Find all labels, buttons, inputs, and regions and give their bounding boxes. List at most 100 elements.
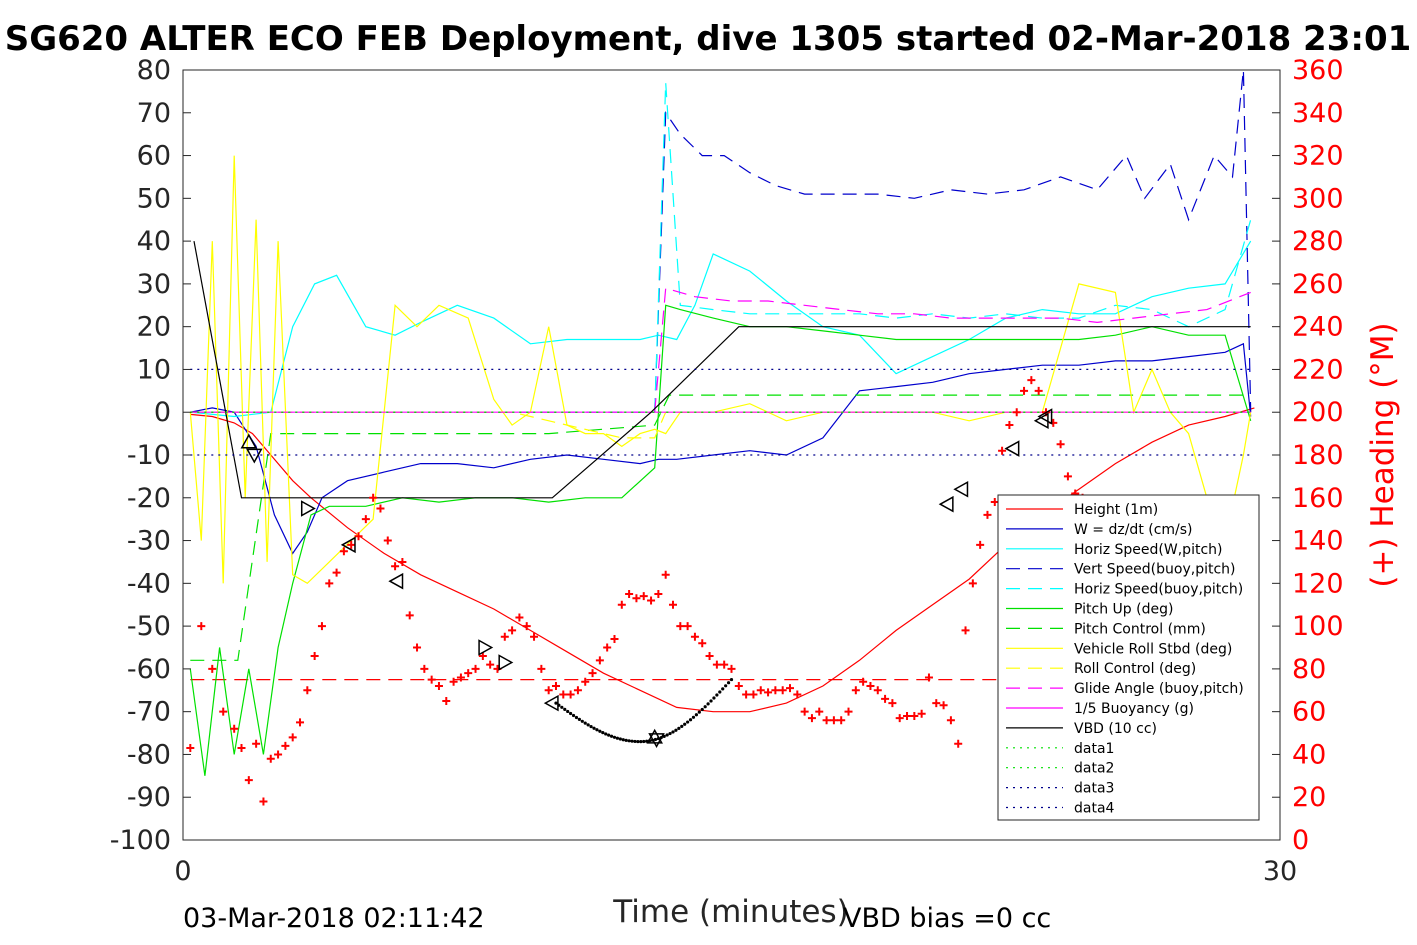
y2-tick-label: 140 [1292, 526, 1344, 557]
heading-band-dot [700, 707, 704, 712]
heading-band-dot [688, 718, 693, 722]
y2-tick-label: 280 [1292, 226, 1344, 257]
heading-point [961, 626, 970, 635]
heading-point [632, 594, 641, 603]
heading-band-dot [691, 715, 696, 719]
triangle-marker [498, 654, 514, 671]
heading-point [544, 686, 553, 695]
heading-band-dot [642, 739, 646, 744]
y2-tick-label: 200 [1292, 397, 1344, 428]
heading-point [888, 699, 897, 708]
triangle-marker [543, 694, 559, 712]
y2-tick-label: 240 [1292, 312, 1344, 343]
y-tick-label: -60 [127, 654, 171, 685]
heading-point [778, 686, 787, 695]
heading-point [1020, 386, 1029, 395]
y-tick-label: 40 [137, 226, 171, 257]
x-tick-label: 0 [174, 856, 191, 887]
legend-label: Height (1m) [1074, 502, 1158, 518]
heading-point [508, 626, 517, 635]
heading-band-dot [574, 715, 579, 720]
triangle-marker [240, 433, 258, 449]
y-tick-label: 0 [154, 397, 171, 428]
heading-band-dot [601, 731, 605, 735]
heading-point [807, 714, 816, 723]
y-tick-label: -70 [127, 697, 171, 728]
heading-band-dot [633, 739, 637, 744]
y2-tick-label: 320 [1292, 141, 1344, 172]
y-tick-label: -50 [127, 611, 171, 642]
heading-point [442, 696, 451, 705]
y-tick-label: -90 [127, 782, 171, 813]
y2-tick-label: 0 [1292, 825, 1309, 856]
y-tick-label: 70 [137, 98, 171, 129]
heading-band-dot [721, 687, 725, 691]
heading-point [325, 579, 334, 588]
heading-point [339, 547, 348, 556]
heading-band-dot [674, 728, 678, 732]
footer-timestamp: 03-Mar-2018 02:11:42 [183, 903, 485, 934]
heading-point [1056, 440, 1065, 449]
heading-point [939, 701, 948, 710]
heading-point [537, 664, 546, 673]
heading-point [639, 592, 648, 601]
legend-label: Glide Angle (buoy,pitch) [1074, 681, 1244, 697]
heading-band-dot [665, 733, 669, 737]
heading-point [551, 682, 560, 690]
heading-point [1005, 421, 1014, 430]
heading-point [369, 493, 378, 502]
heading-band-dot [671, 730, 675, 734]
heading-band-dot [554, 701, 558, 705]
series-line-7 [189, 155, 1252, 585]
heading-band-dot [609, 734, 614, 738]
heading-point [244, 776, 253, 785]
y-tick-label: -30 [127, 526, 171, 557]
heading-point [654, 590, 663, 599]
heading-point [237, 744, 246, 753]
heading-point [219, 707, 228, 716]
heading-point [690, 632, 699, 641]
y2-tick-label: 360 [1292, 55, 1344, 86]
heading-point [881, 694, 890, 703]
triangle-marker [938, 495, 954, 513]
heading-point [815, 707, 824, 716]
series-line-2 [190, 240, 1252, 418]
triangle-marker [648, 733, 665, 749]
heading-point [197, 622, 206, 631]
heading-point [1063, 472, 1072, 481]
heading-point [522, 622, 531, 631]
heading-band-dot [560, 705, 564, 709]
heading-band-dot [607, 733, 611, 737]
heading-band-dot [686, 720, 690, 724]
legend-label: Roll Control (deg) [1074, 661, 1196, 677]
heading-point [405, 611, 414, 620]
heading-point [668, 600, 677, 609]
heading-point [603, 643, 612, 652]
heading-point [661, 570, 670, 579]
heading-band-dot [653, 737, 658, 742]
heading-point [420, 664, 429, 673]
legend: Height (1m) W = dz/dt (cm/s) Horiz Speed(W… [997, 494, 1260, 821]
heading-point [895, 714, 904, 723]
heading-point [786, 684, 795, 693]
heading-point [968, 579, 977, 588]
heading-point [581, 677, 590, 686]
heading-point [764, 688, 773, 697]
heading-band-dot [627, 739, 631, 743]
heading-point [354, 532, 363, 541]
y2-tick-label: 180 [1292, 440, 1344, 471]
heading-point [317, 622, 326, 631]
heading-point [727, 664, 736, 673]
heading-band-dot [697, 710, 701, 714]
heading-point [427, 675, 436, 684]
heading-point [383, 536, 392, 545]
heading-point [712, 660, 721, 669]
footer-vbd-bias: VBD bias =0 cc [843, 903, 1051, 934]
heading-point [595, 656, 604, 665]
heading-band-dot [580, 719, 584, 723]
heading-band-dot [709, 699, 713, 703]
heading-point [398, 557, 407, 566]
legend-label: data1 [1074, 741, 1114, 757]
heading-point [449, 677, 458, 686]
heading-point [756, 686, 765, 695]
